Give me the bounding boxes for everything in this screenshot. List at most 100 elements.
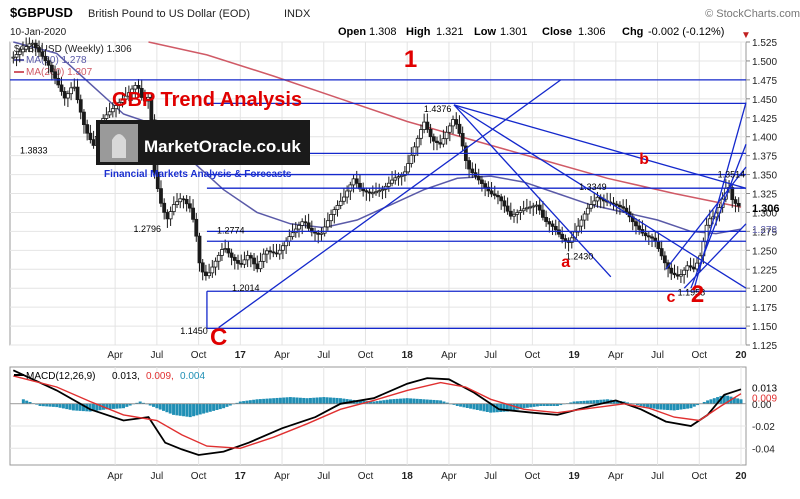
candle-body	[117, 101, 122, 106]
macd-histogram-bar	[168, 403, 172, 414]
candle-body	[11, 56, 16, 59]
macd-histogram-bar	[415, 398, 419, 404]
macd-histogram-bar	[689, 403, 693, 409]
candle-body	[120, 98, 125, 103]
candle-body	[78, 99, 83, 113]
candle-body	[614, 203, 619, 206]
macd-histogram-bar	[465, 403, 469, 408]
open-label: Open	[338, 26, 366, 38]
macd-histogram-bar	[61, 403, 65, 409]
candle-body	[252, 257, 256, 265]
macd-histogram-bar	[105, 403, 109, 410]
candle-body	[662, 255, 667, 264]
candle-body	[43, 55, 48, 62]
macd-histogram-bar	[399, 398, 403, 404]
candle-body	[508, 210, 513, 217]
macd-histogram-bar	[522, 403, 526, 409]
candle-body	[592, 200, 597, 205]
x-tick-label: Apr	[274, 350, 290, 361]
macd-histogram-bar	[138, 401, 142, 404]
candle-body	[370, 192, 375, 195]
menu-caret-icon[interactable]: ▼	[741, 30, 751, 41]
macd-histogram-bar	[135, 402, 139, 404]
macd-histogram-bar	[218, 403, 222, 410]
y-tick-label: 1.150	[752, 322, 777, 333]
candle-body	[91, 139, 96, 146]
candle-body	[431, 136, 436, 142]
candle-body	[322, 226, 327, 234]
macd-histogram-bar	[275, 397, 279, 404]
macd-histogram-bar	[252, 399, 256, 404]
macd-y-tick-label: 0.00	[752, 400, 772, 411]
macd-histogram-bar	[722, 394, 726, 404]
macd-histogram-bar	[38, 403, 42, 406]
macd-histogram-bar	[75, 403, 79, 411]
macd-histogram-bar	[58, 403, 62, 408]
macd-legend-value: 0.009,	[146, 371, 174, 382]
macd-histogram-bar	[182, 403, 186, 417]
candle-body	[46, 60, 51, 66]
candle-body	[396, 176, 401, 179]
x-tick-label: Jul	[484, 350, 497, 361]
macd-histogram-bar	[582, 400, 586, 404]
macd-histogram-bar	[539, 403, 543, 406]
macd-histogram-bar	[372, 401, 376, 404]
macd-histogram-bar	[215, 403, 219, 410]
macd-histogram-bar	[185, 403, 189, 417]
macd-histogram-bar	[362, 400, 366, 404]
macd-histogram-bar	[158, 403, 162, 410]
candle-body	[313, 231, 317, 234]
candle-body	[268, 250, 272, 253]
candle-body	[624, 207, 629, 213]
candle-body	[720, 198, 725, 208]
watermark: © StockCharts.com	[705, 8, 800, 20]
candle-body	[351, 178, 356, 186]
macd-histogram-bar	[726, 395, 730, 404]
candle-body	[354, 178, 359, 184]
macd-x-tick-label: Oct	[191, 471, 207, 482]
candle-body	[569, 237, 574, 243]
candle-body	[69, 87, 74, 95]
candle-body	[492, 193, 497, 196]
candle-body	[194, 218, 199, 237]
macd-x-tick-label: 20	[735, 471, 747, 482]
candle-body	[691, 266, 696, 270]
macd-histogram-bar	[198, 403, 202, 415]
candle-body	[123, 95, 128, 100]
candle-body	[271, 251, 276, 254]
macd-histogram-bar	[175, 403, 179, 416]
logo-tagline: Financial Markets Analysis & Forecasts	[104, 169, 292, 180]
macd-histogram-bar	[499, 403, 503, 412]
candle-body	[486, 186, 491, 192]
macd-histogram-bar	[716, 397, 720, 404]
candle-body	[374, 191, 378, 194]
macd-histogram-bar	[255, 399, 259, 404]
logo-figure-icon	[112, 134, 126, 158]
ma50-value-label: 1.278	[752, 225, 777, 236]
ma200-layer	[148, 41, 742, 208]
date-label: 10-Jan-2020	[10, 27, 67, 38]
candle-body	[544, 216, 549, 222]
macd-histogram-bar	[469, 403, 473, 409]
macd-histogram-bar	[382, 400, 386, 404]
candle-body	[707, 218, 712, 226]
macd-histogram-bar	[425, 399, 429, 404]
candle-body	[438, 142, 443, 145]
candle-body	[30, 42, 35, 45]
candle-body	[412, 146, 417, 156]
candle-body	[393, 177, 398, 181]
macd-x-tick-label: Oct	[691, 471, 707, 482]
y-tick-label: 1.475	[752, 76, 777, 87]
candle-body	[14, 54, 19, 58]
macd-histogram-bar	[569, 402, 573, 404]
y-tick-label: 1.175	[752, 303, 777, 314]
macd-histogram-bar	[128, 403, 132, 406]
candle-body	[223, 248, 228, 251]
candle-body	[297, 225, 301, 230]
macd-histogram-bar	[679, 403, 683, 410]
y-tick-label: 1.350	[752, 171, 777, 182]
x-tick-label: 20	[735, 350, 747, 361]
candle-body	[377, 190, 382, 193]
ma200-line	[148, 41, 742, 208]
